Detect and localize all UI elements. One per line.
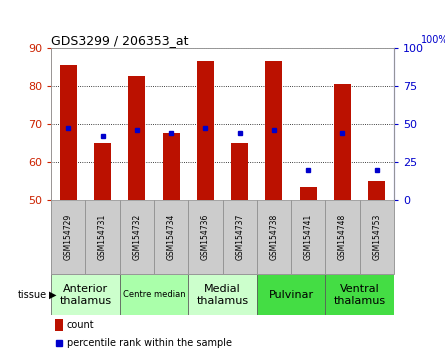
Text: tissue: tissue bbox=[18, 290, 47, 300]
Bar bbox=[231, 143, 248, 200]
Bar bbox=[85, 200, 120, 274]
Text: GSM154732: GSM154732 bbox=[132, 214, 142, 260]
Bar bbox=[291, 200, 325, 274]
Text: percentile rank within the sample: percentile rank within the sample bbox=[67, 338, 231, 348]
Text: GSM154737: GSM154737 bbox=[235, 214, 244, 261]
Text: GSM154729: GSM154729 bbox=[64, 214, 73, 260]
Text: 100%: 100% bbox=[421, 35, 445, 45]
Bar bbox=[188, 200, 222, 274]
Bar bbox=[257, 200, 291, 274]
Bar bbox=[120, 200, 154, 274]
Bar bbox=[51, 200, 85, 274]
Bar bbox=[325, 200, 360, 274]
Bar bbox=[334, 84, 351, 200]
Bar bbox=[188, 274, 257, 315]
Text: Pulvinar: Pulvinar bbox=[268, 290, 314, 300]
Bar bbox=[265, 61, 283, 200]
Bar bbox=[368, 181, 385, 200]
Text: GSM154753: GSM154753 bbox=[372, 214, 381, 261]
Bar bbox=[120, 274, 188, 315]
Bar bbox=[360, 200, 394, 274]
Text: GDS3299 / 206353_at: GDS3299 / 206353_at bbox=[51, 34, 189, 47]
Text: ▶: ▶ bbox=[49, 290, 57, 300]
Bar bbox=[55, 319, 63, 331]
Bar bbox=[197, 61, 214, 200]
Bar bbox=[325, 274, 394, 315]
Bar bbox=[154, 200, 188, 274]
Bar bbox=[94, 143, 111, 200]
Text: Anterior
thalamus: Anterior thalamus bbox=[59, 284, 112, 306]
Text: GSM154748: GSM154748 bbox=[338, 214, 347, 260]
Text: Ventral
thalamus: Ventral thalamus bbox=[333, 284, 386, 306]
Bar bbox=[222, 200, 257, 274]
Bar bbox=[60, 65, 77, 200]
Bar bbox=[162, 133, 180, 200]
Text: GSM154734: GSM154734 bbox=[166, 214, 176, 261]
Text: GSM154738: GSM154738 bbox=[269, 214, 279, 260]
Text: GSM154741: GSM154741 bbox=[303, 214, 313, 260]
Text: Medial
thalamus: Medial thalamus bbox=[196, 284, 249, 306]
Text: GSM154731: GSM154731 bbox=[98, 214, 107, 260]
Text: Centre median: Centre median bbox=[123, 290, 185, 299]
Bar bbox=[257, 274, 325, 315]
Bar bbox=[51, 274, 120, 315]
Bar bbox=[128, 76, 146, 200]
Bar bbox=[299, 187, 317, 200]
Text: GSM154736: GSM154736 bbox=[201, 214, 210, 261]
Text: count: count bbox=[67, 320, 94, 330]
